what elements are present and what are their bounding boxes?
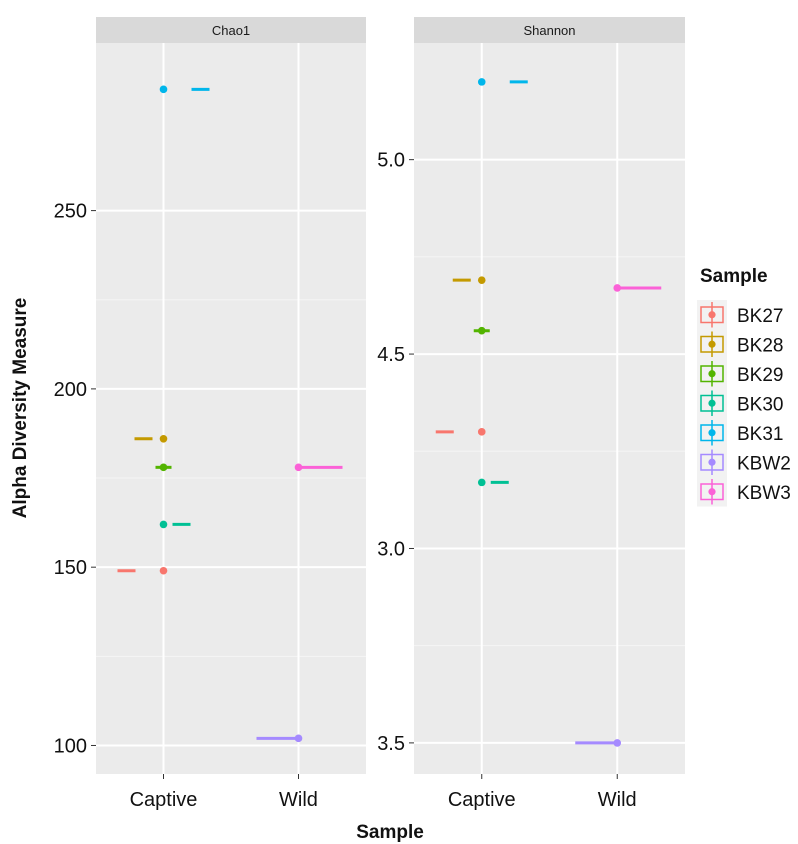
x-tick-label: Wild <box>279 789 318 811</box>
data-point-KBW2 <box>613 739 622 747</box>
y-tick-label: 200 <box>54 379 87 401</box>
data-point-BK28 <box>159 435 168 443</box>
y-tick-label: 5.0 <box>377 150 405 172</box>
panel-background <box>414 43 685 774</box>
y-axis-title: Alpha Diversity Measure <box>10 298 31 519</box>
legend-key-point <box>708 340 716 348</box>
legend-key-box <box>700 394 724 412</box>
legend-key-box <box>700 335 724 353</box>
legend-label-BK28: BK28 <box>737 335 783 356</box>
y-tick-label: 3.0 <box>377 538 405 560</box>
legend-key-point <box>708 370 716 378</box>
legend-key-point <box>708 399 716 407</box>
data-point-BK29 <box>159 463 168 472</box>
x-tick-label: Wild <box>598 789 637 811</box>
y-tick-label: 3.5 <box>377 733 405 755</box>
legend-key-point <box>708 429 716 437</box>
legend-key-point <box>708 458 716 466</box>
x-axis-title: Sample <box>356 822 424 843</box>
legend-label-BK30: BK30 <box>737 394 783 415</box>
legend-key-box <box>700 483 724 501</box>
legend-key-point <box>708 311 716 319</box>
data-point-BK31 <box>159 85 168 94</box>
y-tick-label: 150 <box>54 557 87 579</box>
legend-label-BK29: BK29 <box>737 365 783 386</box>
data-point-BK30 <box>477 478 486 487</box>
data-point-BK29 <box>477 326 486 335</box>
data-point-KBW2 <box>294 734 303 743</box>
legend-label-KBW3: KBW3 <box>737 483 791 504</box>
y-tick-label: 250 <box>54 201 87 223</box>
legend-key-box <box>700 365 724 383</box>
y-tick-label: 4.5 <box>377 344 405 366</box>
x-tick-label: Captive <box>448 789 516 811</box>
x-tick-label: Captive <box>130 789 198 811</box>
data-point-BK30 <box>159 520 168 529</box>
data-point-KBW3 <box>613 284 622 292</box>
panel-background <box>96 43 366 774</box>
facet-title: Chao1 <box>212 23 250 38</box>
data-point-KBW3 <box>294 463 303 472</box>
data-point-BK31 <box>477 78 486 86</box>
legend-key-box <box>700 424 724 442</box>
y-tick-label: 100 <box>54 735 87 757</box>
legend-label-BK31: BK31 <box>737 424 783 445</box>
legend-label-BK27: BK27 <box>737 306 783 327</box>
facet-strip <box>414 17 685 43</box>
legend-label-KBW2: KBW2 <box>737 453 791 474</box>
legend-title: Sample <box>700 266 768 287</box>
legend-key-box <box>700 306 724 324</box>
data-point-BK27 <box>159 566 168 575</box>
facet-strip <box>96 17 366 43</box>
data-point-BK28 <box>477 276 486 284</box>
legend-key-box <box>700 453 724 471</box>
legend-key-point <box>708 488 716 496</box>
data-point-BK27 <box>477 428 486 436</box>
facet-title: Shannon <box>523 23 575 38</box>
